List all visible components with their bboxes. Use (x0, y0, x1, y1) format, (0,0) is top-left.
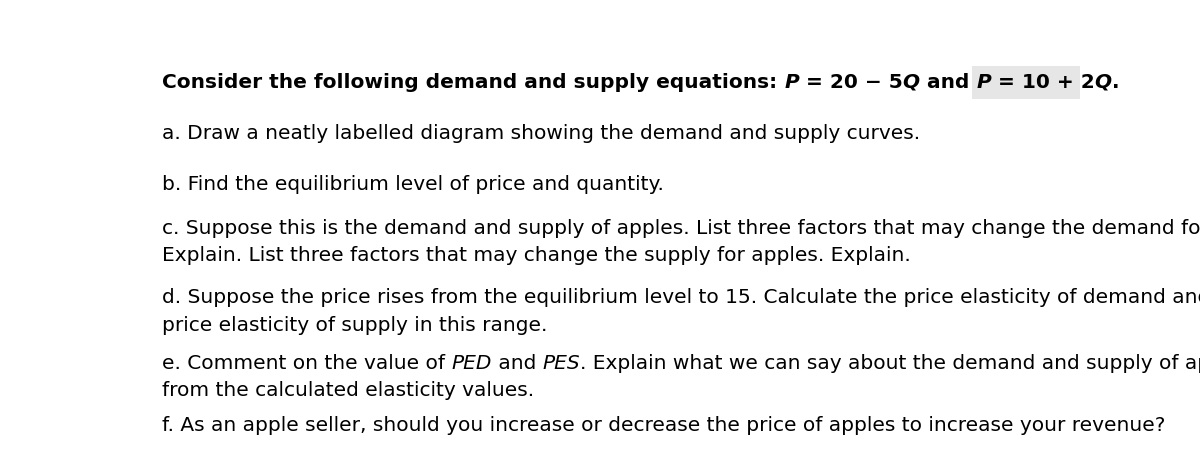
Text: Explain. List three factors that may change the supply for apples. Explain.: Explain. List three factors that may cha… (162, 246, 911, 265)
Text: e. Comment on the value of: e. Comment on the value of (162, 354, 451, 373)
FancyBboxPatch shape (972, 65, 1124, 99)
Text: = 20 − 5: = 20 − 5 (799, 73, 902, 92)
Text: PED: PED (451, 354, 492, 373)
Text: a. Draw a neatly labelled diagram showing the demand and supply curves.: a. Draw a neatly labelled diagram showin… (162, 124, 920, 143)
Text: c. Suppose this is the demand and supply of apples. List three factors that may : c. Suppose this is the demand and supply… (162, 219, 1200, 238)
Text: and: and (920, 73, 977, 92)
Text: Q: Q (1094, 73, 1112, 92)
Text: PES: PES (542, 354, 581, 373)
Text: d. Suppose the price rises from the equilibrium level to 15. Calculate the price: d. Suppose the price rises from the equi… (162, 288, 1200, 307)
Text: b. Find the equilibrium level of price and quantity.: b. Find the equilibrium level of price a… (162, 175, 664, 194)
Text: Consider the following demand and supply equations:: Consider the following demand and supply… (162, 73, 785, 92)
Text: price elasticity of supply in this range.: price elasticity of supply in this range… (162, 316, 547, 335)
Text: . Explain what we can say about the demand and supply of apples: . Explain what we can say about the dema… (581, 354, 1200, 373)
Text: from the calculated elasticity values.: from the calculated elasticity values. (162, 381, 534, 401)
Text: f. As an apple seller, should you increase or decrease the price of apples to in: f. As an apple seller, should you increa… (162, 416, 1165, 435)
Text: Q: Q (902, 73, 920, 92)
Text: P: P (785, 73, 799, 92)
Text: .: . (1112, 73, 1120, 92)
Text: = 10 + 2: = 10 + 2 (991, 73, 1094, 92)
Text: and: and (492, 354, 542, 373)
Text: P: P (977, 73, 991, 92)
